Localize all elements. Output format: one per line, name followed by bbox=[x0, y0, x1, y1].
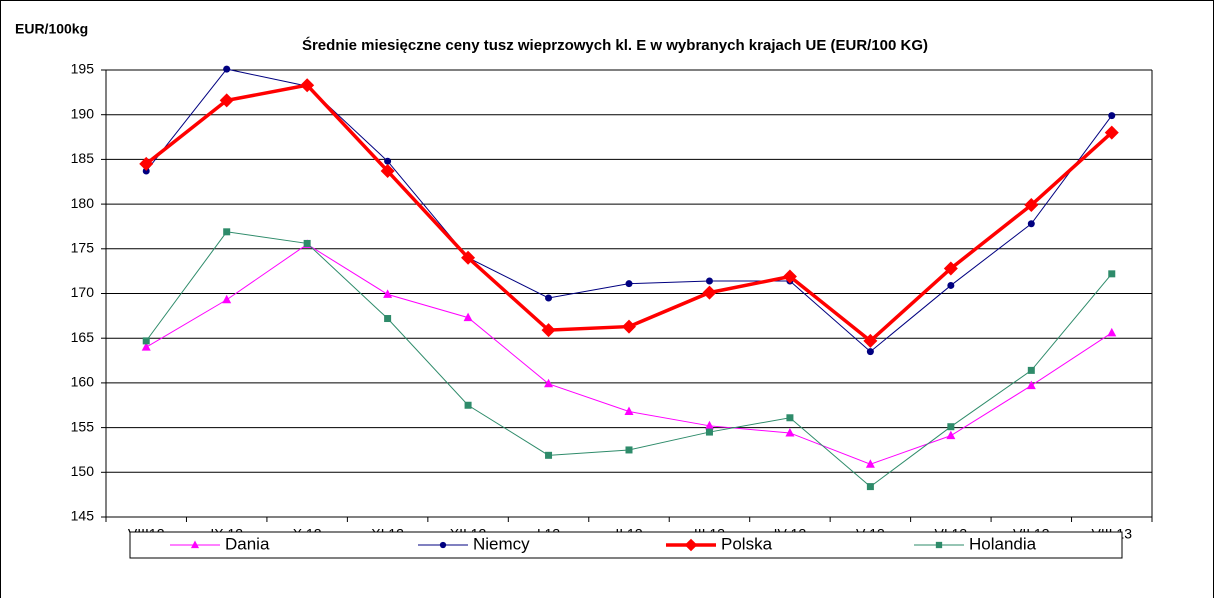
point bbox=[624, 406, 634, 416]
point bbox=[141, 342, 151, 351]
point bbox=[622, 319, 636, 334]
point bbox=[464, 401, 472, 409]
point bbox=[705, 428, 713, 436]
y-tick-label: 190 bbox=[71, 105, 95, 121]
chart-title: Średnie miesięczne ceny tusz wieprzowych… bbox=[302, 36, 928, 54]
legend-label: Dania bbox=[225, 534, 270, 553]
point bbox=[463, 312, 473, 322]
point bbox=[222, 294, 232, 304]
point bbox=[782, 269, 797, 284]
point bbox=[785, 427, 795, 437]
point bbox=[1104, 125, 1119, 140]
point bbox=[625, 280, 633, 288]
legend-marker bbox=[190, 540, 200, 549]
point bbox=[300, 78, 315, 93]
point bbox=[545, 451, 553, 459]
point bbox=[786, 414, 794, 422]
point bbox=[223, 65, 231, 73]
point bbox=[625, 446, 633, 454]
y-tick-label: 160 bbox=[71, 374, 95, 390]
point bbox=[1027, 366, 1035, 374]
legend-label: Holandia bbox=[969, 534, 1037, 553]
y-tick-label: 170 bbox=[71, 284, 95, 300]
point bbox=[947, 281, 955, 289]
point bbox=[943, 261, 958, 276]
point bbox=[704, 420, 714, 430]
point bbox=[223, 228, 231, 236]
legend-marker bbox=[439, 541, 447, 549]
y-axis-label: EUR/100kg bbox=[15, 21, 88, 37]
point bbox=[1027, 220, 1035, 228]
point bbox=[541, 323, 556, 338]
legend-label: Polska bbox=[721, 534, 773, 553]
legend-marker bbox=[684, 538, 698, 552]
point bbox=[383, 289, 393, 298]
point bbox=[1108, 270, 1116, 278]
y-tick-label: 150 bbox=[71, 463, 95, 479]
point bbox=[384, 157, 392, 165]
point bbox=[461, 250, 476, 265]
point bbox=[1024, 197, 1039, 212]
point bbox=[1026, 380, 1036, 390]
y-tick-label: 155 bbox=[71, 418, 95, 434]
point bbox=[1108, 112, 1116, 120]
point bbox=[384, 315, 392, 323]
y-tick-label: 165 bbox=[71, 329, 95, 345]
point bbox=[219, 93, 234, 108]
point bbox=[947, 423, 955, 431]
legend-marker bbox=[935, 541, 943, 549]
point bbox=[866, 348, 874, 356]
point bbox=[142, 337, 150, 345]
y-tick-label: 185 bbox=[71, 150, 95, 166]
point bbox=[705, 277, 713, 285]
point bbox=[545, 294, 553, 302]
point bbox=[380, 164, 395, 179]
point bbox=[1107, 327, 1117, 337]
legend-label: Niemcy bbox=[473, 534, 530, 553]
point bbox=[946, 430, 956, 440]
point bbox=[866, 483, 874, 491]
point bbox=[139, 156, 154, 171]
y-tick-label: 195 bbox=[71, 61, 95, 77]
point bbox=[863, 333, 878, 348]
point bbox=[303, 239, 311, 247]
point bbox=[702, 285, 717, 300]
y-tick-label: 145 bbox=[71, 508, 95, 524]
y-tick-label: 175 bbox=[71, 240, 95, 256]
point bbox=[544, 378, 554, 388]
y-tick-label: 180 bbox=[71, 195, 95, 211]
point bbox=[142, 167, 150, 175]
point bbox=[865, 459, 875, 468]
